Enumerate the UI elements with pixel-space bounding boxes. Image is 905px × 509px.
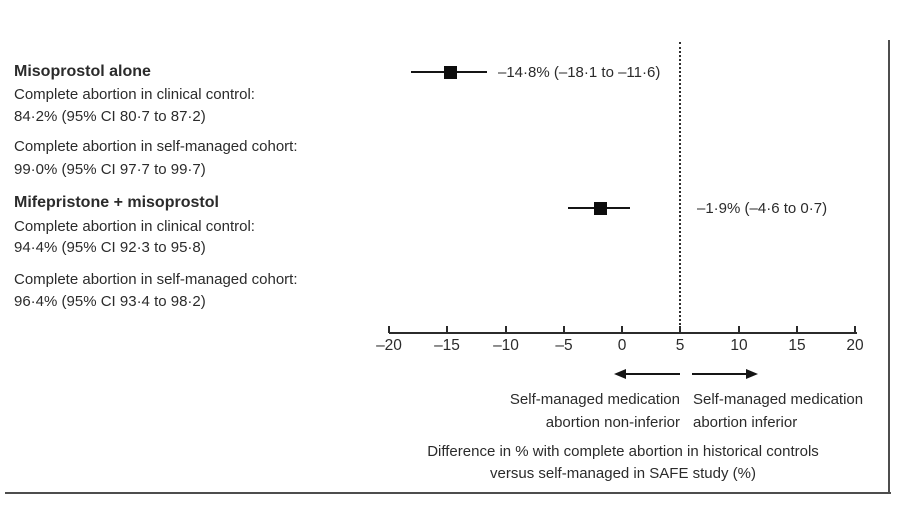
x-axis-caption-line1: Difference in % with complete abortion i… [427, 443, 819, 460]
control-label: Complete abortion in clinical control: [14, 86, 255, 103]
x-axis-caption-line2: versus self-managed in SAFE study (%) [490, 465, 756, 482]
arrow-right-label-line2: abortion inferior [693, 414, 798, 431]
tick-label: 5 [675, 337, 685, 354]
tick-label: 10 [730, 337, 748, 354]
point-estimate-marker [594, 202, 607, 215]
tick-label: 0 [617, 337, 627, 354]
point-estimate-marker [444, 66, 457, 79]
cohort-label: Complete abortion in self-managed cohort… [14, 271, 298, 288]
tick-mark [621, 326, 623, 333]
group-title: Misoprostol alone [14, 63, 151, 80]
tick-mark [446, 326, 448, 333]
arrow-right-icon [692, 369, 758, 379]
arrow-left-label: Self-managed medication abortion non-inf… [448, 388, 680, 434]
tick-mark [738, 326, 740, 333]
tick-label: –20 [376, 337, 402, 354]
group-title: Mifepristone + misoprostol [14, 194, 219, 211]
tick-mark [505, 326, 507, 333]
figure-border-bottom [5, 492, 891, 494]
figure-border-right [888, 40, 890, 494]
control-value: 84·2% (95% CI 80·7 to 87·2) [14, 108, 206, 125]
control-label: Complete abortion in clinical control: [14, 218, 255, 235]
tick-mark [388, 326, 390, 333]
arrow-left-label-line2: abortion non-inferior [545, 414, 680, 431]
arrow-right-label: Self-managed medication abortion inferio… [693, 388, 903, 434]
tick-mark [854, 326, 856, 333]
cohort-value: 99·0% (95% CI 97·7 to 99·7) [14, 161, 206, 178]
noninferiority-reference-line [679, 42, 681, 333]
tick-label: 15 [788, 337, 806, 354]
tick-label: –10 [493, 337, 519, 354]
estimate-label: –1·9% (–4·6 to 0·7) [697, 200, 828, 217]
cohort-value: 96·4% (95% CI 93·4 to 98·2) [14, 293, 206, 310]
control-value: 94·4% (95% CI 92·3 to 95·8) [14, 239, 206, 256]
arrow-left-icon [614, 369, 680, 379]
tick-mark [563, 326, 565, 333]
x-axis-line [389, 332, 857, 334]
tick-mark [796, 326, 798, 333]
x-axis-caption: Difference in % with complete abortion i… [388, 441, 858, 485]
cohort-label: Complete abortion in self-managed cohort… [14, 138, 298, 155]
arrow-left-label-line1: Self-managed medication [509, 391, 680, 408]
tick-mark [679, 326, 681, 333]
estimate-label: –14·8% (–18·1 to –11·6) [498, 64, 661, 81]
tick-label: –15 [434, 337, 460, 354]
tick-label: 20 [846, 337, 864, 354]
tick-label: –5 [555, 337, 573, 354]
arrow-right-label-line1: Self-managed medication [693, 391, 864, 408]
